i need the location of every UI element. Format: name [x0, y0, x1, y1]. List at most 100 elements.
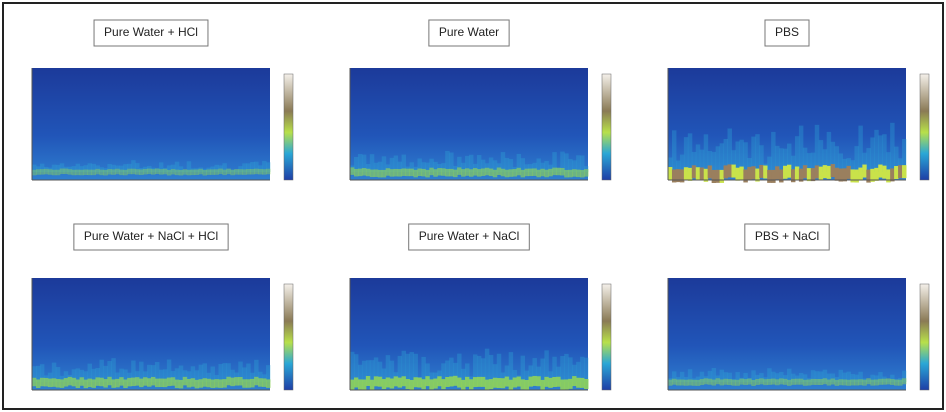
heatmap-band [484, 379, 490, 390]
heatmap-streak [564, 353, 569, 382]
heatmap-band [683, 167, 689, 181]
heatmap-band [47, 378, 53, 388]
heatmap-streak [862, 152, 867, 172]
heatmap-streak [47, 167, 53, 172]
heatmap-streak [421, 356, 426, 382]
heatmap-band [158, 378, 164, 388]
heatmap-streak [584, 166, 589, 172]
heatmap-streak [870, 137, 875, 172]
panel: Pure Water [349, 19, 612, 181]
heatmap-streak [413, 166, 418, 172]
heatmap-streak [838, 153, 844, 172]
heatmap-band [699, 167, 705, 181]
heatmap-streak [350, 351, 355, 382]
heatmap-streak [214, 374, 219, 382]
heatmap-streak [131, 160, 136, 172]
heatmap-band [63, 378, 69, 387]
heatmap-streak [170, 164, 176, 172]
heatmap-streak [719, 143, 725, 172]
heatmap-streak [397, 161, 403, 172]
heatmap-streak [457, 353, 462, 382]
heatmap-streak [810, 370, 816, 382]
heatmap-band [127, 377, 132, 387]
heatmap-streak [560, 355, 565, 382]
heatmap-band [262, 378, 267, 387]
heatmap-streak [771, 131, 776, 172]
heatmap-streak [39, 163, 45, 172]
heatmap-band [794, 166, 800, 180]
heatmap-streak [687, 369, 693, 382]
heatmap-band [441, 379, 446, 390]
heatmap-band [59, 379, 65, 388]
heatmap-band [508, 169, 514, 177]
heatmap-streak [35, 166, 41, 172]
heatmap-band [779, 378, 784, 385]
heatmap-band [846, 165, 851, 179]
heatmap-streak [174, 161, 180, 172]
heatmap-band [429, 379, 434, 390]
heatmap-band [59, 168, 65, 175]
heatmap-band [810, 168, 816, 182]
heatmap-streak [59, 375, 65, 382]
heatmap-band [775, 166, 780, 180]
heatmap-streak [695, 376, 701, 382]
heatmap-streak [91, 368, 96, 382]
heatmap-band [409, 168, 414, 177]
heatmap-streak [576, 155, 581, 172]
heatmap-band [250, 378, 255, 388]
heatmap-streak [488, 354, 494, 382]
heatmap-band [43, 168, 49, 175]
heatmap-streak [449, 357, 454, 382]
heatmap-streak [711, 151, 717, 172]
heatmap-band [711, 379, 717, 386]
heatmap-band [377, 169, 383, 178]
heatmap-streak [258, 165, 263, 172]
colorbar [283, 73, 294, 181]
heatmap-streak [63, 166, 69, 172]
heatmap-streak [703, 134, 709, 172]
heatmap-streak [401, 350, 407, 382]
heatmap-streak [902, 138, 907, 172]
heatmap-streak [882, 134, 887, 172]
heatmap-band [83, 169, 89, 175]
heatmap-band [683, 379, 689, 386]
heatmap [32, 68, 270, 180]
heatmap-band [576, 377, 581, 388]
heatmap-band [111, 379, 116, 388]
heatmap-band [528, 168, 533, 177]
heatmap-band [55, 169, 61, 176]
heatmap-band [826, 165, 832, 179]
heatmap-band [417, 168, 422, 177]
heatmap-band [687, 379, 693, 386]
heatmap-band [711, 169, 717, 183]
heatmap-streak [266, 162, 271, 172]
heatmap-streak [484, 348, 490, 382]
heatmap-band [99, 169, 104, 176]
heatmap-streak [75, 163, 81, 172]
heatmap-band [814, 378, 820, 385]
heatmap-streak [242, 367, 247, 382]
heatmap-band [457, 377, 462, 388]
heatmap-streak [254, 161, 259, 172]
heatmap-streak [830, 373, 836, 382]
title-box [93, 19, 209, 47]
heatmap-band [496, 167, 502, 176]
heatmap-streak [890, 374, 895, 382]
heatmap-band [95, 377, 100, 386]
heatmap-band [147, 378, 152, 387]
heatmap-band [162, 168, 168, 175]
heatmap-band [751, 379, 756, 386]
heatmap-streak [206, 372, 211, 382]
title-box [744, 223, 830, 251]
heatmap-band [484, 167, 490, 176]
heatmap-streak [389, 360, 395, 382]
heatmap-band [95, 168, 100, 175]
heatmap-band [572, 376, 577, 387]
heatmap-streak [143, 371, 148, 382]
heatmap-band [854, 169, 859, 183]
heatmap-streak [866, 148, 871, 172]
heatmap-streak [361, 360, 367, 382]
heatmap-streak [790, 373, 796, 382]
heatmap-band [226, 168, 231, 175]
heatmap-band [401, 376, 407, 387]
